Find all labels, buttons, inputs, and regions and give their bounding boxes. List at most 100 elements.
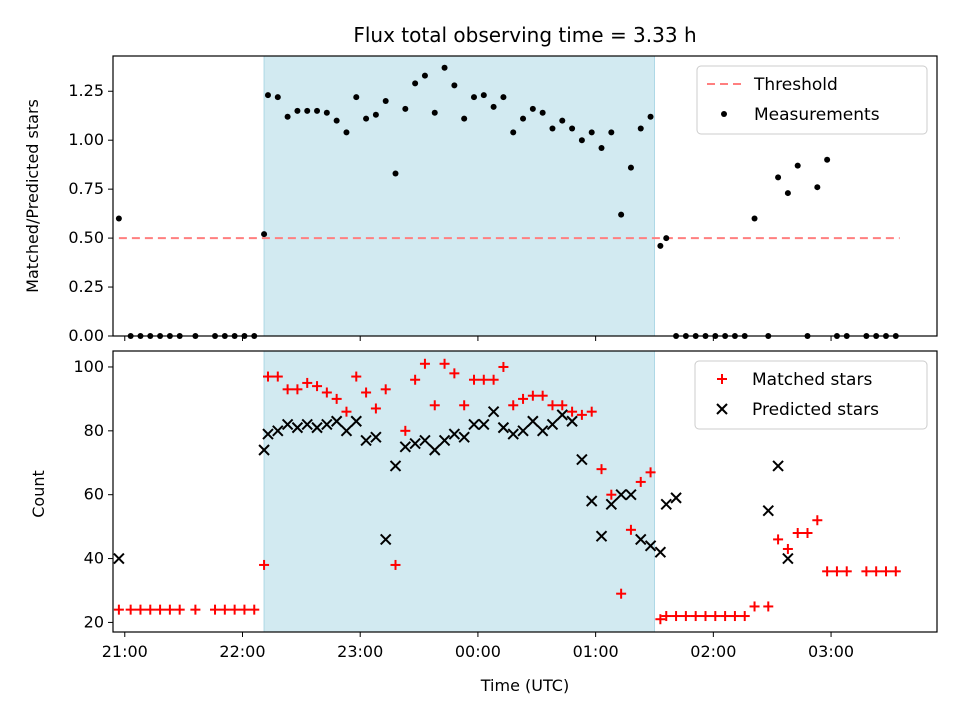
bottom-xlabel: Time (UTC) (480, 676, 569, 695)
matched-star-point (680, 611, 691, 622)
matched-star-point (792, 528, 803, 539)
matched-star-point (557, 400, 568, 411)
predicted-star-point (321, 418, 333, 431)
legend-label: Predicted stars (752, 400, 879, 420)
measurement-point (529, 105, 536, 112)
predicted-star-point (546, 418, 559, 431)
measurement-point (549, 125, 556, 132)
measurement-point (751, 215, 758, 222)
measurement-point (304, 107, 311, 114)
x-b (350, 415, 362, 427)
ratio-panel: 0.00 0.25 0.50 0.75 1.00 1.25 Matched/Predict… (23, 55, 938, 345)
matched-star-point (871, 566, 882, 577)
x-b (438, 434, 451, 447)
predicted-star-point (497, 421, 510, 434)
x-tick-label: 22:00 (219, 642, 265, 661)
matched-star-point (606, 489, 617, 500)
matched-star-point (831, 566, 842, 577)
measurement-point (264, 92, 271, 99)
x-b (625, 488, 637, 501)
predicted-star-point (281, 418, 294, 431)
legend-label: Matched stars (752, 370, 872, 390)
measurement-point (647, 113, 654, 120)
measurement-point (294, 107, 301, 114)
measurement-point (539, 109, 546, 116)
predicted-star-point (615, 488, 627, 501)
top-ylabel: Matched/Predicted stars (23, 99, 42, 293)
matched-star-point (249, 604, 260, 615)
observing-window-shade (263, 55, 655, 337)
matched-star-point (210, 604, 221, 615)
matched-star-point (361, 387, 372, 398)
matched-star-point (537, 390, 548, 401)
matched-star-point (498, 361, 509, 372)
predicted-star-point (660, 498, 672, 510)
plot-frame (112, 55, 938, 337)
measurement-point (569, 125, 576, 132)
measurement-point (261, 231, 268, 238)
x-b (605, 498, 618, 510)
matched-star-point (645, 467, 656, 478)
x-tick-label: 00:00 (455, 642, 501, 661)
measurement-point (510, 129, 517, 136)
matched-star-point (135, 604, 146, 615)
x-b (262, 428, 274, 440)
x-tick-label: 02:00 (690, 642, 736, 661)
matched-star-point (802, 528, 813, 539)
x-b (585, 495, 598, 507)
x-b (311, 421, 323, 434)
x-b (670, 492, 682, 504)
matched-star-point (259, 559, 270, 570)
chart-title: Flux total observing time = 3.33 h (353, 23, 696, 47)
measurement-point (372, 111, 379, 118)
x-b (517, 425, 529, 437)
y-tick-label: 1.00 (68, 130, 104, 149)
x-b (419, 434, 431, 447)
measurement-point (608, 129, 615, 136)
x-tick-label: 03:00 (808, 642, 854, 661)
matched-star-point (419, 358, 430, 369)
measurement-point (353, 94, 360, 101)
matched-star-point (282, 384, 293, 395)
x-b (113, 552, 125, 565)
matched-star-point (576, 409, 587, 420)
predicted-star-point (399, 441, 412, 453)
predicted-star-point (595, 530, 608, 542)
x-b (360, 434, 372, 447)
x-b (478, 418, 490, 431)
predicted-star-point (330, 415, 343, 427)
matched-star-point (331, 393, 342, 404)
x-b (556, 409, 568, 421)
measurement-point (441, 64, 448, 71)
matched-star-point (547, 400, 558, 411)
x-b (762, 504, 774, 517)
x-b (644, 540, 657, 552)
y-tick-label: 40 (84, 549, 104, 568)
matched-star-point (302, 377, 313, 388)
matched-star-point (700, 611, 711, 622)
matched-star-point (763, 601, 774, 612)
predicted-star-point (536, 425, 549, 437)
predicted-star-point (566, 415, 578, 427)
matched-star-point (468, 374, 479, 385)
x-b (340, 425, 353, 437)
x-b (566, 415, 578, 427)
predicted-star-point (762, 504, 774, 517)
y-tick-label: 0.50 (68, 228, 104, 247)
x-tick-label: 21:00 (102, 642, 148, 661)
x-b (321, 418, 333, 431)
legend-matched-swatch (717, 374, 727, 384)
y-tick-label: 0.25 (68, 277, 104, 296)
matched-star-point (890, 566, 901, 577)
matched-star-point (822, 566, 833, 577)
predicted-star-point (527, 415, 539, 427)
predicted-star-point (360, 434, 372, 447)
measurement-point (627, 164, 634, 171)
x-b (301, 418, 313, 431)
predicted-star-point (350, 415, 362, 427)
matched-star-point (125, 604, 136, 615)
x-b (272, 425, 284, 437)
measurement-point (784, 190, 791, 197)
x-b (389, 460, 402, 472)
x-b (615, 488, 627, 501)
